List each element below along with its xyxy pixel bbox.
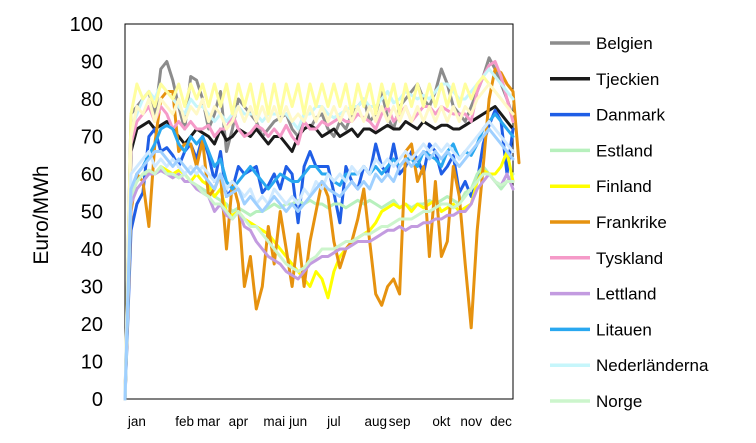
legend-label: Estland	[596, 141, 653, 160]
y-tick-label: 0	[92, 389, 103, 411]
legend-label: Nederländerna	[596, 356, 709, 375]
legend-item: Norge	[550, 392, 642, 411]
legend-label: Litauen	[596, 320, 652, 339]
x-tick-label-mar: mar	[197, 414, 221, 429]
legend-label: Tyskland	[596, 249, 663, 268]
legend-item: Danmark	[550, 106, 665, 125]
y-tick-label: 30	[81, 277, 103, 299]
series-line-norge	[123, 165, 515, 401]
series-line-unlabeled-11	[123, 75, 515, 401]
x-tick-label-nov: nov	[460, 414, 482, 429]
legend-label: Frankrike	[596, 213, 667, 232]
y-axis-ticks: 0 10 20 30 40 50 60 70 80 90 100	[70, 14, 103, 411]
legend-item: Estland	[550, 141, 653, 160]
legend-item: Lettland	[550, 285, 657, 304]
series-lines	[123, 56, 521, 401]
legend-label: Norge	[596, 392, 642, 411]
y-tick-label: 50	[81, 202, 103, 224]
plot-border	[124, 23, 514, 400]
x-tick-label-jun: jun	[288, 414, 307, 429]
y-tick-label: 10	[81, 352, 103, 374]
legend: Belgien Tjeckien Danmark Estland Finland Fran…	[550, 34, 709, 411]
x-tick-label-feb: feb	[175, 414, 194, 429]
legend-item: Frankrike	[550, 213, 667, 232]
legend-item: Tjeckien	[550, 70, 659, 89]
legend-item: Tyskland	[550, 249, 663, 268]
x-tick-label-sep: sep	[389, 414, 411, 429]
x-tick-label-dec: dec	[490, 414, 512, 429]
y-tick-label: 40	[81, 239, 103, 261]
x-tick-label-jul: jul	[326, 414, 341, 429]
legend-label: Belgien	[596, 34, 653, 53]
legend-item: Finland	[550, 177, 652, 196]
series-line-tyskland	[123, 60, 515, 401]
legend-item: Nederländerna	[550, 356, 709, 375]
series-line-nederländerna	[123, 67, 515, 401]
legend-label: Danmark	[596, 106, 665, 125]
x-tick-label-aug: aug	[364, 414, 387, 429]
y-tick-label: 80	[81, 89, 103, 111]
legend-label: Tjeckien	[596, 70, 659, 89]
series-line-unlabeled-14	[123, 127, 515, 401]
legend-item: Litauen	[550, 320, 652, 339]
y-axis-title: Euro/MWh	[30, 165, 53, 264]
y-tick-label: 70	[81, 127, 103, 149]
series-line-unlabeled-12	[123, 82, 515, 401]
plot-area	[124, 23, 514, 400]
y-tick-label: 20	[81, 314, 103, 336]
x-tick-label-okt: okt	[432, 414, 450, 429]
x-tick-label-apr: apr	[229, 414, 249, 429]
y-tick-label: 60	[81, 164, 103, 186]
y-tick-label: 100	[70, 14, 103, 36]
x-axis-ticks: jan feb mar apr mai jun jul aug sep okt nov dec	[127, 414, 512, 429]
y-tick-label: 90	[81, 52, 103, 74]
legend-item: Belgien	[550, 34, 653, 53]
legend-label: Lettland	[596, 285, 657, 304]
x-tick-label-mai: mai	[263, 414, 285, 429]
x-tick-label-jan: jan	[127, 414, 146, 429]
series-line-litauen	[123, 112, 515, 401]
legend-label: Finland	[596, 177, 652, 196]
